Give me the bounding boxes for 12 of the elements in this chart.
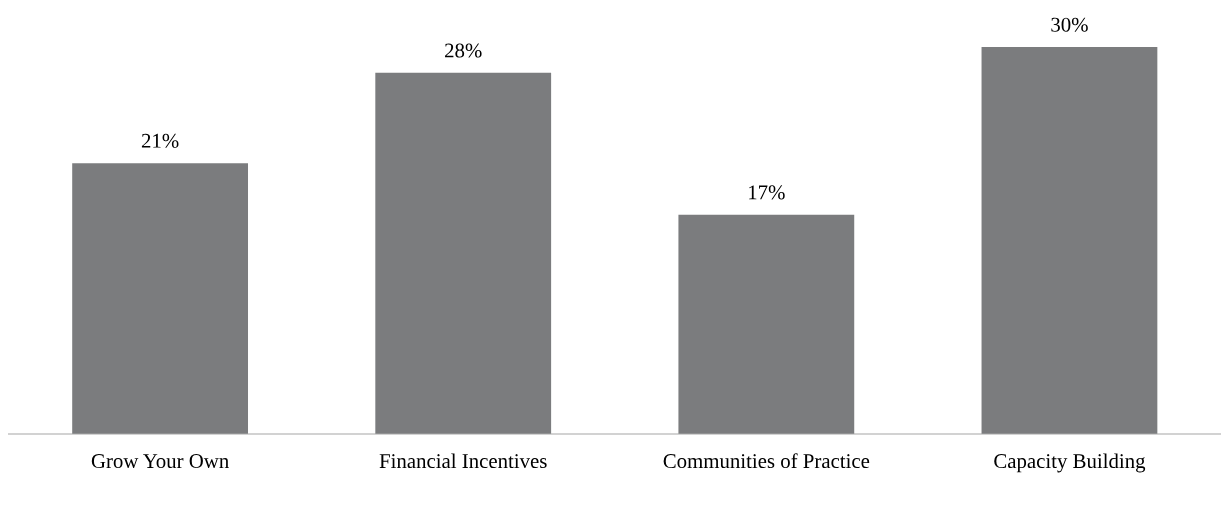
bar — [375, 72, 552, 434]
data-label: 21% — [141, 133, 179, 148]
bar — [981, 47, 1158, 434]
x-tick-label: Grow Your Own — [91, 454, 229, 469]
x-tick-label: Communities of Practice — [663, 453, 870, 469]
x-tick-label: Capacity Building — [994, 453, 1146, 473]
data-label: 17% — [749, 185, 785, 200]
data-label: 28% — [445, 43, 482, 58]
bar — [72, 163, 249, 434]
data-label: 30% — [1051, 17, 1088, 32]
x-tick-label: Financial Incentives — [379, 453, 547, 469]
bar — [678, 214, 855, 434]
